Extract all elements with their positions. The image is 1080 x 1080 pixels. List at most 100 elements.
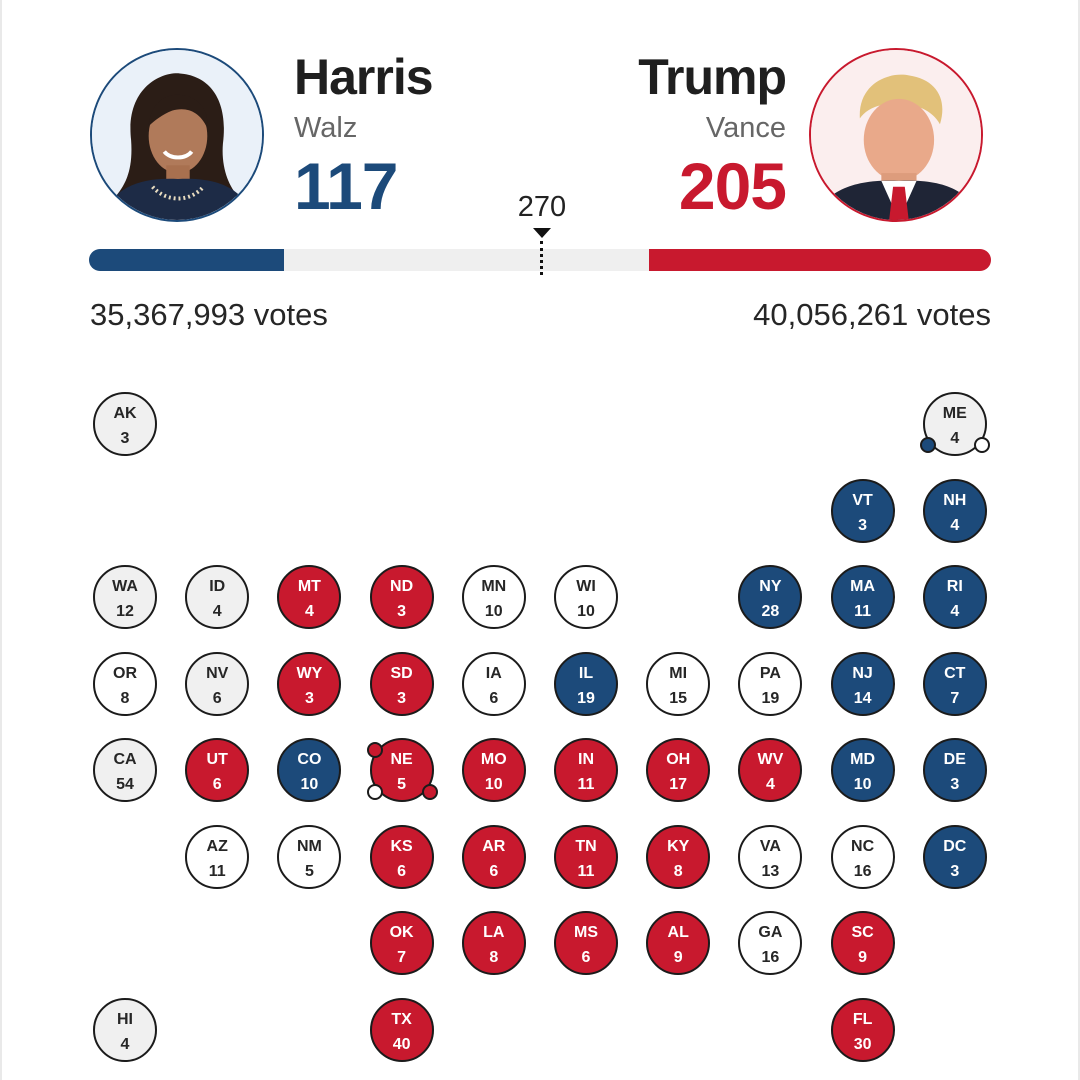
state-ks[interactable]: KS 6 xyxy=(369,824,434,889)
state-electoral-votes: 14 xyxy=(853,689,872,707)
state-dc[interactable]: DC 3 xyxy=(922,824,987,889)
state-electoral-votes: 4 xyxy=(765,776,775,793)
state-nv[interactable]: NV 6 xyxy=(185,651,250,716)
state-ma[interactable]: MA 11 xyxy=(830,565,895,629)
state-electoral-votes: 6 xyxy=(397,862,407,880)
trump-progress-fill xyxy=(648,249,991,271)
state-abbr: AK xyxy=(113,405,137,422)
state-abbr: IN xyxy=(578,751,594,768)
state-abbr: MA xyxy=(850,578,876,595)
trump-running-mate: Vance xyxy=(705,112,786,144)
state-electoral-votes: 3 xyxy=(397,603,407,620)
state-wv[interactable]: WV 4 xyxy=(738,738,803,802)
state-abbr: KY xyxy=(667,837,690,855)
state-electoral-votes: 9 xyxy=(673,949,683,966)
state-electoral-votes: 4 xyxy=(120,1035,130,1053)
state-tx[interactable]: TX 40 xyxy=(369,997,434,1062)
state-mi[interactable]: MI 15 xyxy=(646,651,711,716)
state-vt[interactable]: VT 3 xyxy=(830,478,895,543)
state-tn[interactable]: TN 11 xyxy=(554,824,618,889)
state-abbr: WY xyxy=(296,664,323,682)
state-electoral-votes: 3 xyxy=(950,862,960,880)
state-ar[interactable]: AR 6 xyxy=(461,824,526,889)
state-ri[interactable]: RI 4 xyxy=(922,565,987,629)
trump-name: Trump xyxy=(638,49,787,105)
state-md[interactable]: MD 10 xyxy=(830,738,895,802)
state-abbr: NJ xyxy=(852,664,873,682)
district-dot[interactable] xyxy=(973,437,990,453)
state-nj[interactable]: NJ 14 xyxy=(830,651,895,716)
state-ia[interactable]: IA 6 xyxy=(461,651,526,716)
state-nc[interactable]: NC 16 xyxy=(830,824,895,889)
state-az[interactable]: AZ 11 xyxy=(185,824,250,889)
harris-electoral-votes: 117 xyxy=(294,149,398,223)
state-de[interactable]: DE 3 xyxy=(922,738,987,802)
state-ut[interactable]: UT 6 xyxy=(185,738,250,802)
state-nm[interactable]: NM 5 xyxy=(277,824,342,889)
state-ny[interactable]: NY 28 xyxy=(738,565,803,629)
state-ct[interactable]: CT 7 xyxy=(922,651,987,716)
state-abbr: AR xyxy=(482,837,506,855)
state-hi[interactable]: HI 4 xyxy=(93,997,157,1062)
state-sd[interactable]: SD 3 xyxy=(369,651,434,716)
state-electoral-votes: 54 xyxy=(116,776,134,793)
state-abbr: NC xyxy=(851,837,875,855)
district-dot[interactable] xyxy=(421,784,438,800)
state-ok[interactable]: OK 7 xyxy=(369,911,434,975)
state-fl[interactable]: FL 30 xyxy=(830,997,895,1062)
state-abbr: DC xyxy=(943,837,967,855)
state-in[interactable]: IN 11 xyxy=(554,738,618,802)
state-abbr: MN xyxy=(481,578,507,595)
state-oh[interactable]: OH 17 xyxy=(646,738,711,802)
state-electoral-votes: 4 xyxy=(950,603,960,620)
state-electoral-votes: 4 xyxy=(304,603,314,620)
state-wi[interactable]: WI 10 xyxy=(554,565,618,629)
state-abbr: WV xyxy=(757,751,784,768)
state-pa[interactable]: PA 19 xyxy=(738,651,803,716)
state-abbr: IL xyxy=(578,664,594,682)
state-nh[interactable]: NH 4 xyxy=(922,478,987,543)
state-electoral-votes: 16 xyxy=(853,862,872,880)
state-electoral-votes: 5 xyxy=(304,862,314,880)
threshold-label: 270 xyxy=(517,191,567,223)
district-dot[interactable] xyxy=(366,784,383,800)
state-electoral-votes: 5 xyxy=(397,776,407,793)
state-ga[interactable]: GA 16 xyxy=(738,911,803,975)
state-mn[interactable]: MN 10 xyxy=(461,565,526,629)
state-co[interactable]: CO 10 xyxy=(277,738,342,802)
state-electoral-votes: 3 xyxy=(950,776,960,793)
state-electoral-votes: 3 xyxy=(397,689,407,707)
state-ak[interactable]: AK 3 xyxy=(93,392,157,456)
state-id[interactable]: ID 4 xyxy=(185,565,250,629)
state-abbr: SD xyxy=(390,664,413,682)
state-or[interactable]: OR 8 xyxy=(93,651,157,716)
state-abbr: CT xyxy=(944,664,966,682)
state-sc[interactable]: SC 9 xyxy=(830,911,895,975)
state-al[interactable]: AL 9 xyxy=(646,911,711,975)
state-ms[interactable]: MS 6 xyxy=(554,911,618,975)
trump-avatar xyxy=(809,48,983,222)
district-dot[interactable] xyxy=(366,742,383,758)
harris-progress-fill xyxy=(89,249,285,271)
state-electoral-votes: 28 xyxy=(761,603,780,620)
state-abbr: CO xyxy=(297,751,322,768)
state-electoral-votes: 19 xyxy=(577,689,595,707)
harris-name: Harris xyxy=(294,49,434,105)
state-il[interactable]: IL 19 xyxy=(554,651,618,716)
district-dot[interactable] xyxy=(919,437,936,453)
state-wy[interactable]: WY 3 xyxy=(277,651,342,716)
state-nd[interactable]: ND 3 xyxy=(369,565,434,629)
state-wa[interactable]: WA 12 xyxy=(93,565,157,629)
trump-popular-votes: 40,056,261 votes xyxy=(753,297,991,332)
state-la[interactable]: LA 8 xyxy=(461,911,526,975)
state-ca[interactable]: CA 54 xyxy=(93,738,157,802)
state-va[interactable]: VA 13 xyxy=(738,824,803,889)
state-ky[interactable]: KY 8 xyxy=(646,824,711,889)
state-mt[interactable]: MT 4 xyxy=(277,565,342,629)
state-abbr: VA xyxy=(759,837,781,855)
state-mo[interactable]: MO 10 xyxy=(461,738,526,802)
state-abbr: FL xyxy=(852,1010,873,1028)
state-electoral-votes: 11 xyxy=(577,862,595,880)
state-electoral-votes: 17 xyxy=(669,776,688,793)
